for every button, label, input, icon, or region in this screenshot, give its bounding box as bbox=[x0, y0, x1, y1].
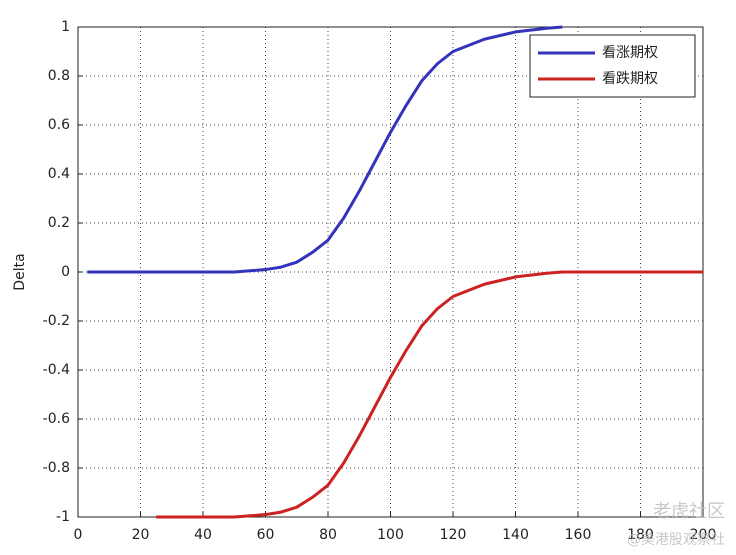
y-tick-label: -0.8 bbox=[43, 460, 70, 476]
series-line bbox=[87, 25, 563, 274]
x-tick-label: 200 bbox=[690, 527, 717, 543]
watermark: 老虎社区 bbox=[653, 501, 725, 522]
legend-label: 看跌期权 bbox=[602, 71, 658, 87]
y-tick-label: 1 bbox=[61, 19, 70, 35]
y-tick-label: 0.8 bbox=[48, 68, 70, 84]
y-tick-label: -0.2 bbox=[43, 313, 70, 329]
y-axis-label: Delta bbox=[12, 253, 28, 290]
legend-label: 看涨期权 bbox=[602, 45, 658, 61]
x-tick-label: 0 bbox=[74, 527, 83, 543]
x-tick-label: 120 bbox=[440, 527, 467, 543]
y-tick-label: 0.4 bbox=[48, 166, 70, 182]
y-tick-label: -1 bbox=[56, 509, 70, 525]
x-tick-label: 60 bbox=[257, 527, 275, 543]
legend-box bbox=[529, 34, 696, 98]
x-tick-label: 20 bbox=[132, 527, 150, 543]
x-tick-label: 80 bbox=[319, 527, 337, 543]
y-tick-label: -0.4 bbox=[43, 362, 70, 378]
x-tick-label: 100 bbox=[377, 527, 404, 543]
y-tick-label: 0 bbox=[61, 264, 70, 280]
x-tick-label: 160 bbox=[565, 527, 592, 543]
y-tick-label: 0.6 bbox=[48, 117, 70, 133]
series-line bbox=[156, 270, 703, 519]
y-tick-label: 0.2 bbox=[48, 215, 70, 231]
x-tick-label: 180 bbox=[627, 527, 654, 543]
x-tick-label: 40 bbox=[194, 527, 212, 543]
watermark: @美港股观察社 bbox=[627, 531, 725, 548]
y-tick-label: -0.6 bbox=[43, 411, 70, 427]
x-tick-label: 140 bbox=[502, 527, 529, 543]
